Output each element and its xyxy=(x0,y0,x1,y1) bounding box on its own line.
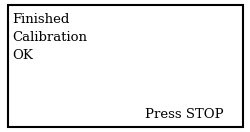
Text: Finished
Calibration
OK: Finished Calibration OK xyxy=(12,13,88,62)
Text: Press STOP: Press STOP xyxy=(145,109,224,121)
